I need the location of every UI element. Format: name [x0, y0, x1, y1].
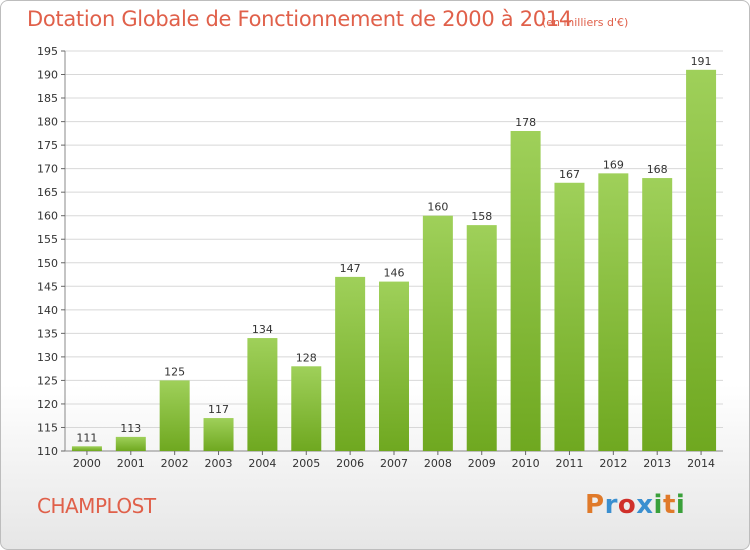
- bar-2001: [115, 436, 146, 451]
- bar-value-label: 147: [340, 262, 361, 275]
- bar-2008: [422, 215, 453, 451]
- x-tick-label: 2011: [555, 457, 583, 470]
- bar-2014: [686, 69, 717, 451]
- y-tick-label: 150: [37, 257, 58, 270]
- y-tick-label: 195: [37, 45, 58, 58]
- bar-value-label: 167: [559, 168, 580, 181]
- bar-value-label: 160: [427, 201, 448, 214]
- commune-name: CHAMPLOST: [37, 494, 156, 518]
- x-tick-label: 2012: [599, 457, 627, 470]
- bar-2000: [71, 446, 102, 451]
- proxiti-logo[interactable]: Proxiti: [585, 490, 685, 520]
- bar-2009: [466, 225, 497, 451]
- y-tick-label: 110: [37, 445, 58, 458]
- x-tick-label: 2001: [117, 457, 145, 470]
- bar-value-label: 191: [691, 55, 712, 68]
- bar-value-label: 111: [76, 431, 97, 444]
- y-tick-label: 120: [37, 398, 58, 411]
- bar-2003: [203, 418, 234, 451]
- bar-value-label: 168: [647, 163, 668, 176]
- chart-unit: (en milliers d'€): [542, 16, 629, 29]
- bar-2004: [247, 338, 278, 451]
- y-axis-ticks: 110 115 120 125 130 135 140 145 150 155 160 165 170 1…: [37, 45, 65, 458]
- bar-value-label: 125: [164, 365, 185, 378]
- logo-letter: t: [662, 490, 676, 520]
- y-tick-label: 165: [37, 186, 58, 199]
- x-tick-label: 2008: [424, 457, 452, 470]
- logo-letter: i: [675, 490, 686, 520]
- bar-2006: [335, 276, 366, 451]
- bar-value-label: 134: [252, 323, 273, 336]
- bar-value-label: 113: [120, 422, 141, 435]
- bar-value-label: 117: [208, 403, 229, 416]
- x-tick-label: 2014: [687, 457, 715, 470]
- logo-letter: i: [653, 490, 663, 520]
- bar-2011: [554, 182, 585, 451]
- y-tick-label: 130: [37, 351, 58, 364]
- bar-2013: [642, 178, 673, 451]
- y-tick-label: 175: [37, 139, 58, 152]
- y-tick-label: 140: [37, 304, 58, 317]
- bar-2002: [159, 380, 190, 451]
- logo-letter: P: [585, 490, 605, 520]
- x-tick-label: 2009: [468, 457, 496, 470]
- x-tick-label: 2002: [161, 457, 189, 470]
- y-tick-label: 145: [37, 280, 58, 293]
- bar-value-label: 178: [515, 116, 536, 129]
- y-tick-label: 155: [37, 233, 58, 246]
- chart-title: Dotation Globale de Fonctionnement de 20…: [27, 7, 572, 31]
- x-axis-ticks: 2000 2001 2002 2003 2004 2005 2006 2007 2008 2009…: [73, 451, 715, 470]
- logo-letter: r: [604, 490, 618, 520]
- bar-2010: [510, 131, 541, 451]
- y-tick-label: 180: [37, 116, 58, 129]
- data-labels: 111 113 125 117 134 128 147 146 160 158 178 167 169 1…: [76, 55, 711, 444]
- bars: [71, 69, 717, 451]
- x-tick-label: 2003: [205, 457, 233, 470]
- y-tick-label: 160: [37, 210, 58, 223]
- x-tick-label: 2005: [292, 457, 320, 470]
- bar-2007: [379, 281, 409, 451]
- y-tick-label: 185: [37, 92, 58, 105]
- bar-2005: [291, 366, 322, 451]
- x-tick-label: 2000: [73, 457, 101, 470]
- y-tick-label: 190: [37, 69, 58, 82]
- logo-letter: x: [636, 490, 654, 520]
- bar-value-label: 128: [296, 351, 317, 364]
- x-tick-label: 2007: [380, 457, 408, 470]
- y-tick-label: 125: [37, 374, 58, 387]
- y-tick-label: 115: [37, 421, 58, 434]
- y-tick-label: 170: [37, 163, 58, 176]
- bar-value-label: 158: [471, 210, 492, 223]
- y-tick-label: 135: [37, 327, 58, 340]
- x-tick-label: 2010: [512, 457, 540, 470]
- logo-letter: o: [617, 490, 637, 520]
- x-tick-label: 2004: [248, 457, 276, 470]
- bar-2012: [598, 173, 629, 451]
- x-tick-label: 2006: [336, 457, 364, 470]
- bar-value-label: 146: [384, 267, 405, 280]
- bar-value-label: 169: [603, 158, 624, 171]
- x-tick-label: 2013: [643, 457, 671, 470]
